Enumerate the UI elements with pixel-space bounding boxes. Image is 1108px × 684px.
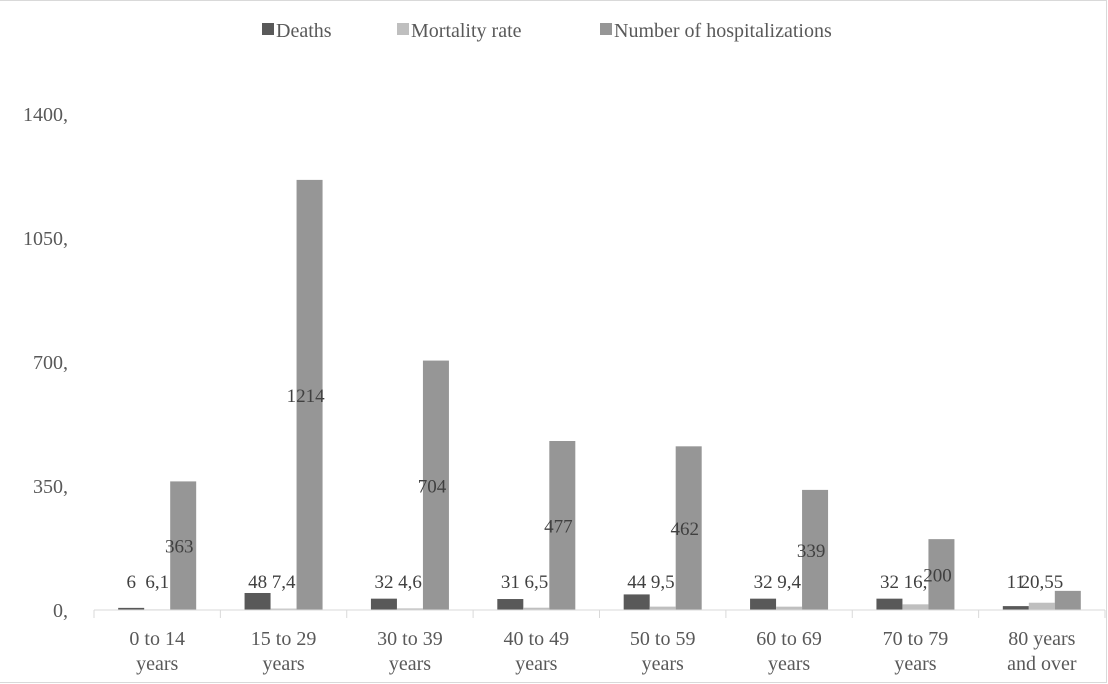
y-tick-label: 700,: [33, 352, 68, 374]
data-label-mortality-rate: 7,4: [272, 572, 296, 593]
legend-swatch: [600, 23, 612, 35]
data-label-deaths: 32: [374, 572, 393, 593]
data-label-deaths: 6: [126, 572, 136, 593]
x-category-label: and over: [1007, 653, 1077, 675]
data-label-mortality-rate: 9,4: [777, 572, 801, 593]
legend-label: Deaths: [276, 20, 332, 42]
bar-number-of-hospitalizations: [802, 489, 829, 610]
x-category-label: 50 to 59: [630, 628, 696, 650]
bar-deaths: [1002, 606, 1029, 610]
x-category-label: years: [642, 653, 684, 675]
x-category-label: 15 to 29: [251, 628, 317, 650]
data-label-hospitalizations: 477: [544, 517, 573, 538]
data-label-deaths: 32: [754, 572, 773, 593]
legend-swatch: [397, 23, 409, 35]
data-label-deaths: 48: [248, 572, 267, 593]
data-label-hospitalizations: 462: [670, 519, 699, 540]
bar-mortality-rate: [270, 608, 297, 610]
bar-number-of-hospitalizations: [422, 360, 449, 610]
y-tick-label: 1400,: [23, 104, 68, 126]
bar-number-of-hospitalizations: [549, 441, 576, 610]
x-category-label: years: [389, 653, 431, 675]
bar-deaths: [244, 592, 271, 610]
bar-mortality-rate: [776, 606, 803, 610]
bar-mortality-rate: [902, 604, 929, 610]
x-category-label: years: [136, 653, 178, 675]
x-category-label: years: [894, 653, 936, 675]
bar-mortality-rate: [649, 606, 676, 610]
data-label-hospitalizations: 339: [797, 541, 826, 562]
y-axis: 0, 350, 700, 1050, 1400,: [23, 104, 68, 622]
y-tick-label: 1050,: [23, 228, 68, 250]
x-category-label: 70 to 79: [883, 628, 949, 650]
x-category-label: 0 to 14: [129, 628, 185, 650]
data-label-mortality-rate: 6,5: [524, 572, 548, 593]
bar-mortality-rate: [1028, 602, 1055, 610]
x-category-label: 40 to 49: [504, 628, 570, 650]
bar-deaths: [118, 607, 145, 610]
data-label-hospitalizations: 363: [165, 537, 194, 558]
x-axis: 0 to 14 years 15 to 29 years 30 to 39 years 40…: [93, 609, 1106, 675]
data-label-hospitalizations: 704: [418, 476, 447, 497]
data-label-mortality-rate: 16,: [904, 572, 928, 593]
data-label-mortality-rate: 20,55: [1020, 572, 1063, 593]
legend: Deaths Mortality rate Number of hospitaliz…: [262, 20, 832, 42]
y-tick-label: 0,: [53, 600, 68, 622]
data-label-mortality-rate: 9,5: [651, 572, 675, 593]
data-label-deaths: 32: [880, 572, 899, 593]
data-label-deaths: 11: [1007, 572, 1025, 593]
data-label-hospitalizations: 200: [923, 566, 952, 587]
data-label-deaths: 31: [501, 572, 520, 593]
bar-deaths: [750, 598, 777, 610]
bar-number-of-hospitalizations: [296, 179, 323, 610]
bar-number-of-hospitalizations: [928, 539, 955, 610]
x-category-label: years: [515, 653, 557, 675]
bar-number-of-hospitalizations: [675, 446, 702, 610]
bar-deaths: [497, 599, 524, 610]
data-label-deaths: 44: [627, 572, 647, 593]
x-category-label: 30 to 39: [377, 628, 443, 650]
bar-number-of-hospitalizations: [1054, 590, 1081, 610]
x-category-label: years: [768, 653, 810, 675]
data-label-hospitalizations: 1214: [287, 386, 326, 407]
legend-swatch: [262, 23, 274, 35]
x-category-label: 80 years: [1008, 628, 1075, 650]
y-tick-label: 350,: [33, 476, 68, 498]
bar-mortality-rate: [523, 607, 550, 610]
legend-label: Mortality rate: [411, 20, 522, 42]
data-label-mortality-rate: 4,6: [398, 572, 422, 593]
bar-deaths: [370, 598, 397, 610]
bar-mortality-rate: [396, 608, 423, 610]
data-label-mortality-rate: 6,1: [145, 572, 169, 593]
bar-deaths: [876, 598, 903, 610]
bar-deaths: [623, 594, 650, 610]
x-category-label: years: [262, 653, 304, 675]
x-category-label: 60 to 69: [756, 628, 822, 650]
bar-number-of-hospitalizations: [170, 481, 197, 610]
legend-label: Number of hospitalizations: [614, 20, 832, 42]
bars: [118, 179, 1081, 610]
